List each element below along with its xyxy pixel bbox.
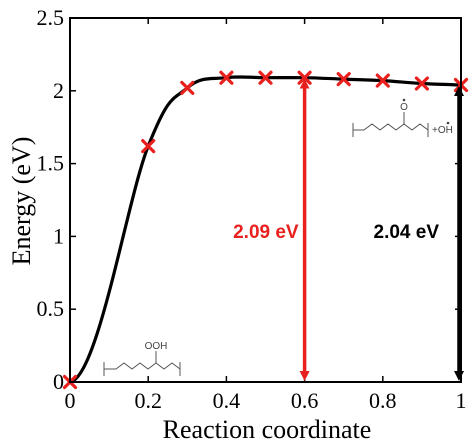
plot-frame (69, 17, 462, 383)
barrier-label-red: 2.09 eV (233, 222, 299, 243)
x-tick-label: 1 (456, 388, 467, 413)
y-tick-label: 2 (53, 78, 64, 103)
product-group-label: O (400, 102, 408, 113)
annotations: 2.09 eV 2.04 eV (233, 78, 464, 381)
data-point-marker (375, 73, 390, 88)
data-point-marker (258, 70, 273, 85)
data-point-marker (414, 76, 429, 91)
y-tick-label: 1 (53, 223, 64, 248)
y-tick-label: 2.5 (37, 5, 65, 30)
product-fragment-label: +OH (432, 125, 453, 136)
data-markers (62, 70, 469, 390)
x-tick-label: 0.6 (291, 388, 319, 413)
energy-label-black: 2.04 eV (374, 222, 440, 243)
y-tick-label: 1.5 (37, 151, 65, 176)
data-point-marker (336, 72, 351, 87)
data-point-marker (219, 70, 234, 85)
y-tick-label: 0.5 (37, 296, 65, 321)
y-tick-label: 0 (53, 369, 64, 394)
x-tick-label: 0.2 (134, 388, 162, 413)
radical-dot-icon (402, 98, 406, 102)
product-structure (352, 112, 429, 137)
reactant-structure (103, 351, 181, 376)
y-axis-label: Energy (eV) (7, 137, 36, 266)
radical-dot-icon (446, 121, 450, 125)
x-tick-label: 0.8 (369, 388, 397, 413)
data-point-marker (180, 80, 195, 95)
x-tick-label: 0 (65, 388, 76, 413)
data-point-marker (141, 139, 156, 154)
x-tick-label: 0.4 (213, 388, 241, 413)
x-axis-label: Reaction coordinate (163, 415, 372, 444)
reactant-group-label: OOH (145, 341, 168, 352)
axis-ticks: 0 0.2 0.4 0.6 0.8 1 0 0.5 1 1.5 2 2.5 (37, 5, 467, 413)
